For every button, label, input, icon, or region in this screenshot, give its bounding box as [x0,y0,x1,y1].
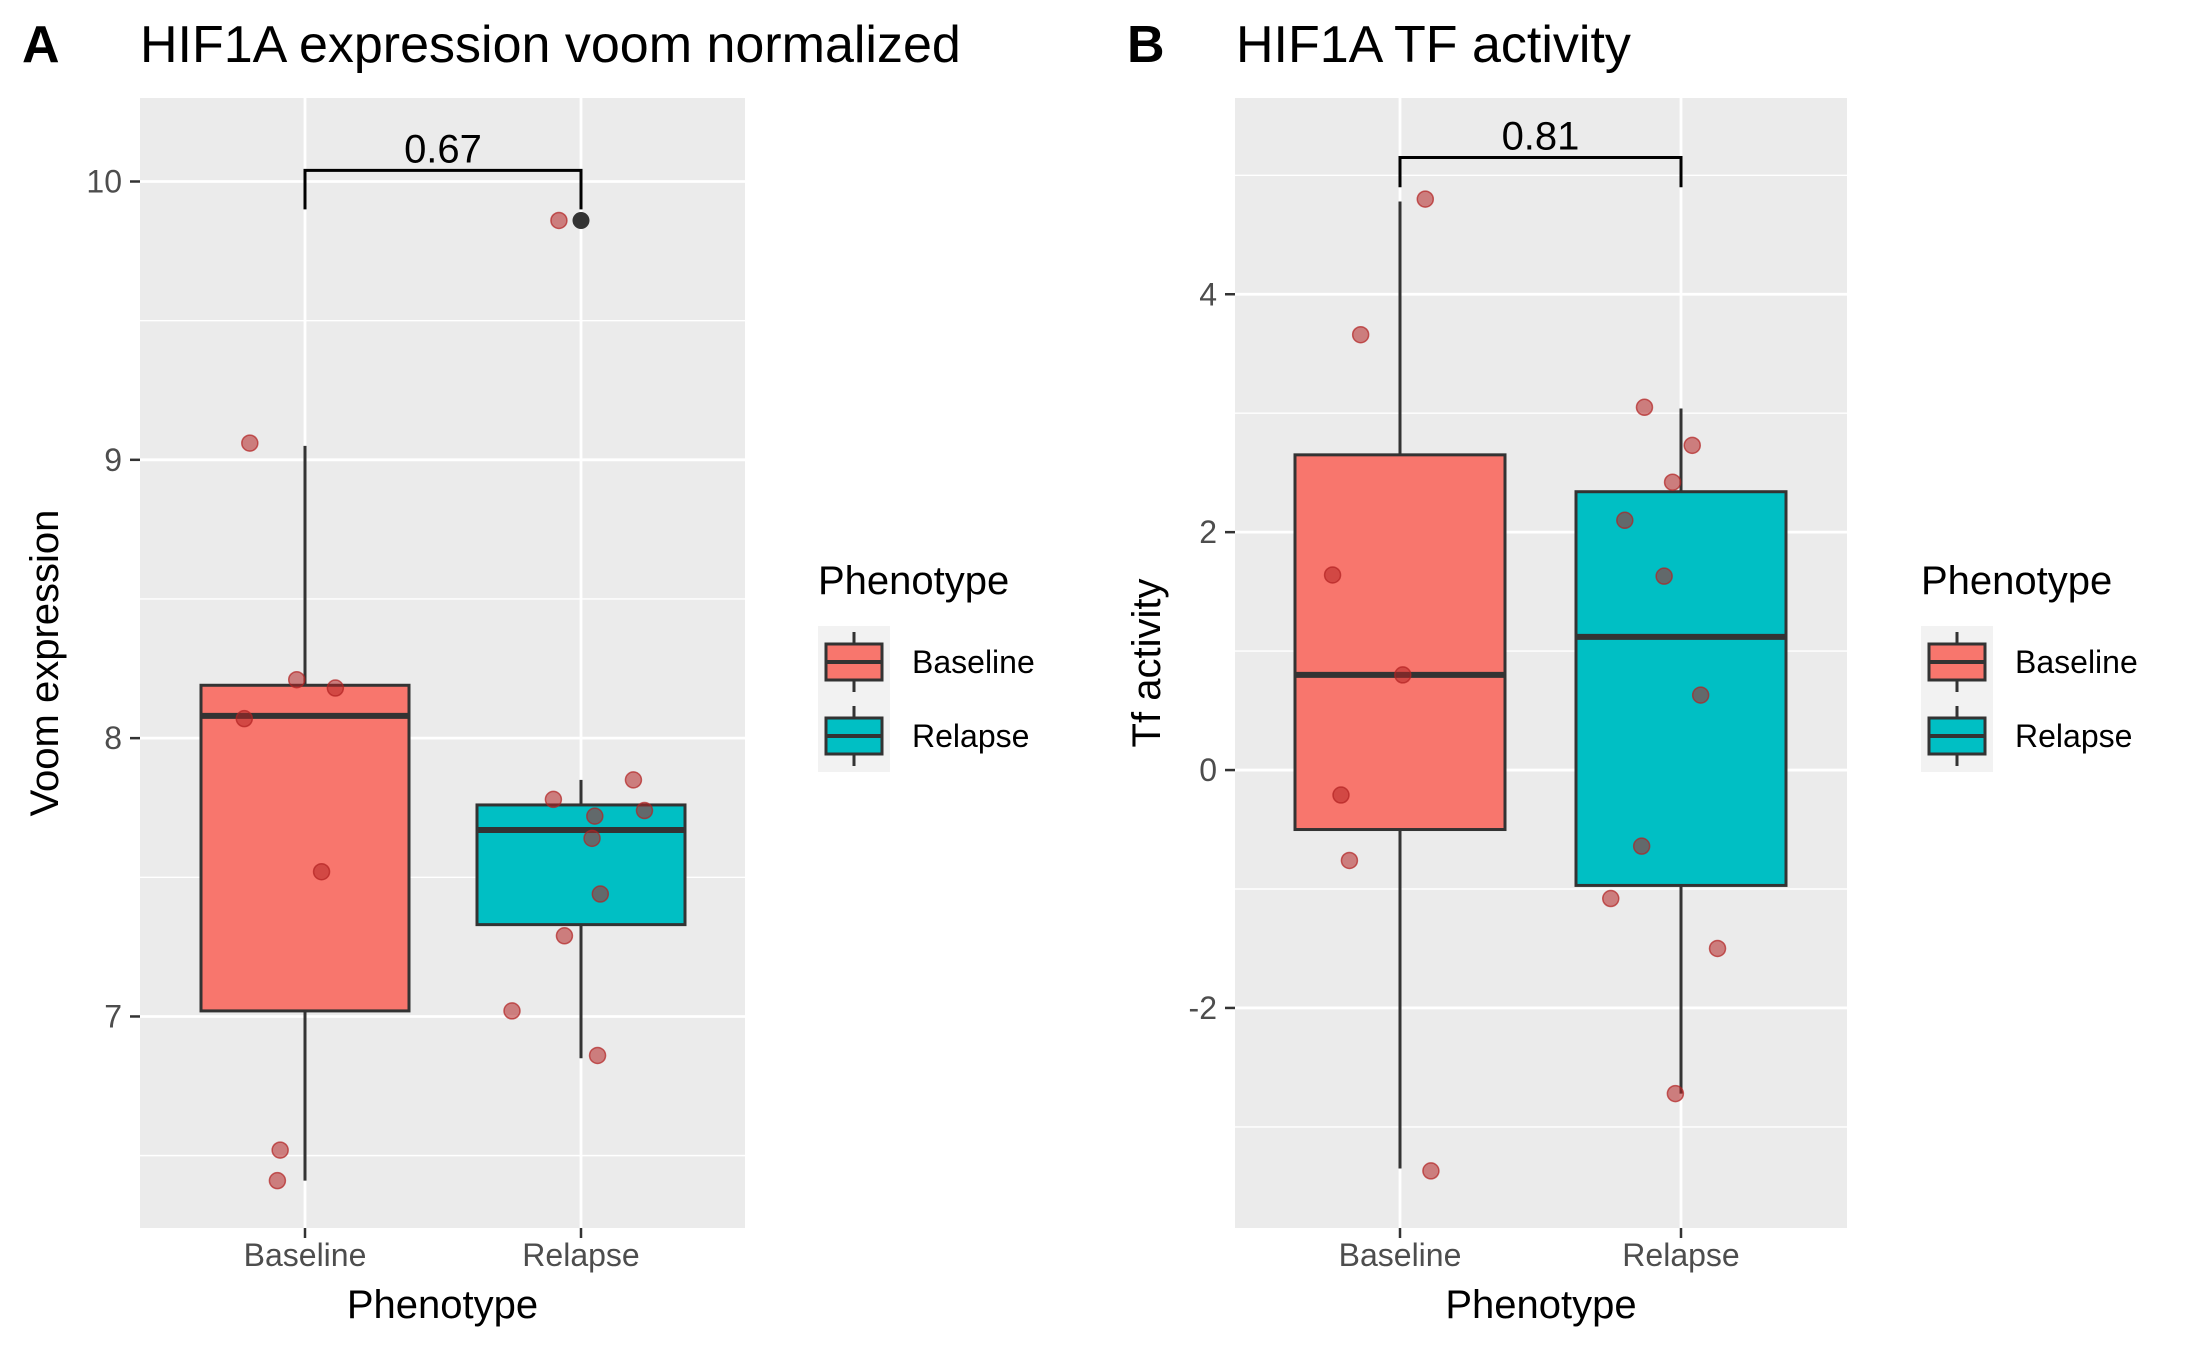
x-tick-label: Relapse [522,1237,639,1273]
chart-panel-b: B HIF1A TF activity -2 0 2 4 Baseline Relapse 0.… [1125,16,2138,1327]
data-point [544,790,563,809]
legend: Phenotype Baseline Relapse [818,559,1035,772]
data-point [591,885,610,903]
p-value-label: 0.67 [404,127,482,171]
legend-title: Phenotype [1921,559,2112,603]
data-point [235,709,254,728]
legend-label: Baseline [912,644,1035,680]
data-point [1683,436,1701,455]
y-tick-label: 2 [1199,514,1217,550]
data-point [1663,473,1682,491]
legend-title: Phenotype [818,559,1009,603]
y-tick-label: 8 [104,720,122,756]
y-tick-label: 9 [104,442,122,478]
panel-tag: B [1127,16,1165,74]
data-point [1416,190,1435,208]
data-point [1632,837,1651,855]
data-point [1602,889,1620,908]
chart-panel-a: A HIF1A expression voom normalized 7 8 9 10 Ba… [22,16,1035,1327]
chart-title: HIF1A TF activity [1236,16,1631,74]
data-point [588,1046,607,1065]
data-point [1616,511,1634,530]
legend-label: Relapse [2015,718,2132,754]
y-tick-label: -2 [1189,990,1217,1026]
p-value-label: 0.81 [1502,114,1580,158]
data-point [1666,1084,1685,1103]
data-point [1635,398,1654,417]
data-point [586,807,604,825]
data-point [1332,786,1350,804]
data-point [241,434,259,452]
x-tick-label: Baseline [1339,1237,1462,1273]
box-baseline [199,683,411,1013]
data-point [624,771,643,789]
y-axis-title: Voom expression [23,510,67,817]
data-point [550,211,568,230]
data-point [635,801,654,820]
data-point [1394,666,1412,684]
y-tick-label: 0 [1199,752,1217,788]
data-point [1655,567,1673,585]
y-axis-title: Tf activity [1125,579,1169,748]
data-point [555,927,574,945]
x-tick-label: Relapse [1622,1237,1739,1273]
data-point [287,670,306,689]
legend-label: Relapse [912,718,1029,754]
data-point [1323,566,1342,584]
comparison-bracket [303,168,583,210]
data-point [312,862,331,881]
box-baseline [1293,453,1507,832]
outlier-point [572,211,590,229]
data-point [503,1002,521,1020]
data-point [268,1171,287,1190]
data-point [1691,686,1710,704]
data-point [1351,325,1370,344]
x-axis-title: Phenotype [347,1283,538,1327]
y-tick-label: 7 [104,998,122,1034]
y-tick-label: 4 [1199,276,1217,312]
x-tick-label: Baseline [244,1237,367,1273]
data-point [1340,851,1359,870]
legend: Phenotype Baseline Relapse [1921,559,2138,772]
chart-title: HIF1A expression voom normalized [140,16,961,74]
box-relapse [475,803,687,927]
box-relapse [1574,490,1788,887]
x-axis-title: Phenotype [1445,1283,1636,1327]
legend-label: Baseline [2015,644,2138,680]
plot-background [140,98,745,1228]
panel-tag: A [22,16,60,74]
data-point [1422,1162,1440,1180]
y-tick-label: 10 [86,163,122,199]
data-point [1708,939,1727,958]
comparison-bracket [1398,155,1683,188]
data-point [271,1141,289,1159]
data-point [326,679,345,697]
data-point [583,829,601,848]
